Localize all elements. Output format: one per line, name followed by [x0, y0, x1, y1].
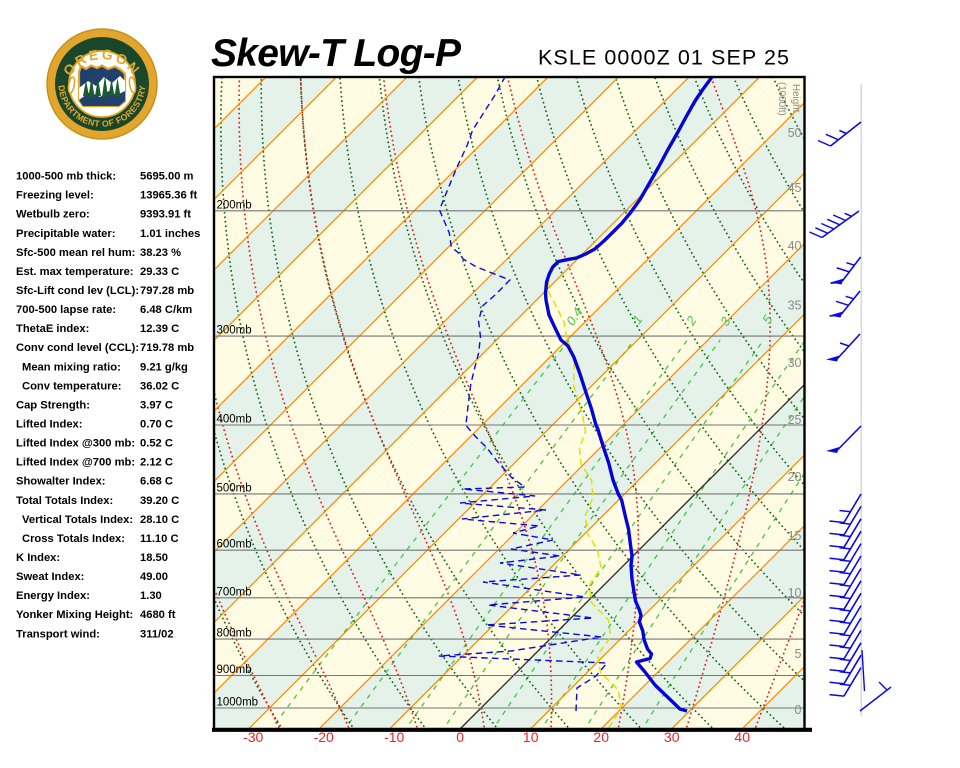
svg-text:1000mb: 1000mb — [217, 697, 259, 709]
svg-text:36.02 C: 36.02 C — [140, 380, 179, 392]
svg-text:35: 35 — [788, 299, 802, 313]
svg-text:29.33 C: 29.33 C — [140, 266, 179, 278]
svg-text:Lifted Index @300 mb:: Lifted Index @300 mb: — [16, 438, 135, 450]
svg-text:Energy Index:: Energy Index: — [16, 590, 90, 602]
svg-text:9393.91 ft: 9393.91 ft — [140, 209, 191, 221]
svg-text:Conv temperature:: Conv temperature: — [22, 380, 121, 392]
svg-text:900mb: 900mb — [217, 664, 252, 676]
svg-text:9.21 g/kg: 9.21 g/kg — [140, 361, 188, 373]
svg-text:800mb: 800mb — [217, 628, 252, 640]
svg-text:1.30: 1.30 — [140, 590, 162, 602]
svg-text:28.10 C: 28.10 C — [140, 514, 179, 526]
svg-text:25: 25 — [788, 413, 802, 427]
svg-text:10: 10 — [788, 586, 802, 600]
svg-text:Sfc-500 mean rel hum:: Sfc-500 mean rel hum: — [16, 247, 135, 259]
svg-text:Lifted Index @700 mb:: Lifted Index @700 mb: — [16, 457, 135, 469]
svg-text:-10: -10 — [384, 729, 404, 745]
svg-text:Lifted Index:: Lifted Index: — [16, 419, 83, 431]
svg-text:30: 30 — [664, 729, 680, 745]
svg-text:50: 50 — [788, 126, 802, 140]
svg-text:K Index:: K Index: — [16, 552, 60, 564]
svg-text:Showalter Index:: Showalter Index: — [16, 476, 106, 488]
svg-text:45: 45 — [788, 181, 802, 195]
svg-text:6.48 C/km: 6.48 C/km — [140, 304, 192, 316]
svg-text:311/02: 311/02 — [140, 628, 174, 640]
svg-text:Cap Strength:: Cap Strength: — [16, 399, 90, 411]
svg-text:40: 40 — [734, 729, 750, 745]
svg-text:10: 10 — [523, 729, 539, 745]
svg-text:Wetbulb zero:: Wetbulb zero: — [16, 209, 90, 221]
svg-text:400mb: 400mb — [217, 414, 252, 426]
svg-text:Mean mixing ratio:: Mean mixing ratio: — [22, 361, 121, 373]
svg-text:39.20 C: 39.20 C — [140, 495, 179, 507]
svg-text:20: 20 — [788, 470, 802, 484]
svg-text:1000-500 mb thick:: 1000-500 mb thick: — [16, 171, 116, 183]
svg-text:30: 30 — [788, 356, 802, 370]
svg-text:Sweat Index:: Sweat Index: — [16, 571, 84, 583]
svg-text:13965.36 ft: 13965.36 ft — [140, 190, 197, 202]
svg-text:Skew-T Log-P: Skew-T Log-P — [211, 32, 462, 75]
svg-text:797.28 mb: 797.28 mb — [140, 285, 194, 297]
svg-text:Total Totals Index:: Total Totals Index: — [16, 495, 113, 507]
svg-text:Freezing level:: Freezing level: — [16, 190, 94, 202]
svg-text:ThetaE index:: ThetaE index: — [16, 323, 89, 335]
svg-text:Est. max temperature:: Est. max temperature: — [16, 266, 134, 278]
svg-text:719.78 mb: 719.78 mb — [140, 342, 194, 354]
svg-text:49.00: 49.00 — [140, 571, 168, 583]
svg-text:15: 15 — [788, 529, 802, 543]
svg-text:3.97 C: 3.97 C — [140, 399, 173, 411]
svg-text:500mb: 500mb — [217, 482, 252, 494]
svg-text:Height: Height — [790, 84, 801, 113]
svg-text:300mb: 300mb — [217, 325, 252, 337]
svg-text:(1000ft): (1000ft) — [776, 82, 787, 116]
svg-text:Sfc-Lift cond lev (LCL):: Sfc-Lift cond lev (LCL): — [16, 285, 139, 297]
svg-text:-30: -30 — [243, 729, 263, 745]
svg-text:600mb: 600mb — [217, 539, 252, 551]
svg-text:4680 ft: 4680 ft — [140, 609, 176, 621]
svg-text:700mb: 700mb — [217, 586, 252, 598]
svg-text:KSLE 0000Z 01 SEP 25: KSLE 0000Z 01 SEP 25 — [538, 46, 789, 70]
svg-text:Precipitable water:: Precipitable water: — [16, 228, 115, 240]
svg-text:0.52 C: 0.52 C — [140, 438, 173, 450]
svg-text:200mb: 200mb — [217, 199, 252, 211]
svg-text:20: 20 — [593, 729, 609, 745]
svg-text:Conv cond level (CCL):: Conv cond level (CCL): — [16, 342, 139, 354]
svg-text:700-500 lapse rate:: 700-500 lapse rate: — [16, 304, 116, 316]
svg-text:11.10 C: 11.10 C — [140, 533, 179, 545]
svg-text:6.68 C: 6.68 C — [140, 476, 173, 488]
svg-text:12.39 C: 12.39 C — [140, 323, 179, 335]
svg-text:Transport wind:: Transport wind: — [16, 628, 100, 640]
svg-text:5: 5 — [795, 647, 802, 661]
svg-text:5695.00 m: 5695.00 m — [140, 171, 194, 183]
svg-text:18.50: 18.50 — [140, 552, 168, 564]
svg-text:-20: -20 — [314, 729, 334, 745]
svg-text:Vertical Totals Index:: Vertical Totals Index: — [22, 514, 133, 526]
svg-text:40: 40 — [788, 239, 802, 253]
svg-text:0: 0 — [795, 703, 802, 717]
svg-text:Cross Totals Index:: Cross Totals Index: — [22, 533, 125, 545]
svg-text:2.12 C: 2.12 C — [140, 457, 173, 469]
svg-text:0.70 C: 0.70 C — [140, 419, 173, 431]
svg-text:38.23 %: 38.23 % — [140, 247, 181, 259]
svg-text:Yonker Mixing Height:: Yonker Mixing Height: — [16, 609, 133, 621]
svg-text:1.01 inches: 1.01 inches — [140, 228, 200, 240]
svg-text:0: 0 — [456, 729, 464, 745]
